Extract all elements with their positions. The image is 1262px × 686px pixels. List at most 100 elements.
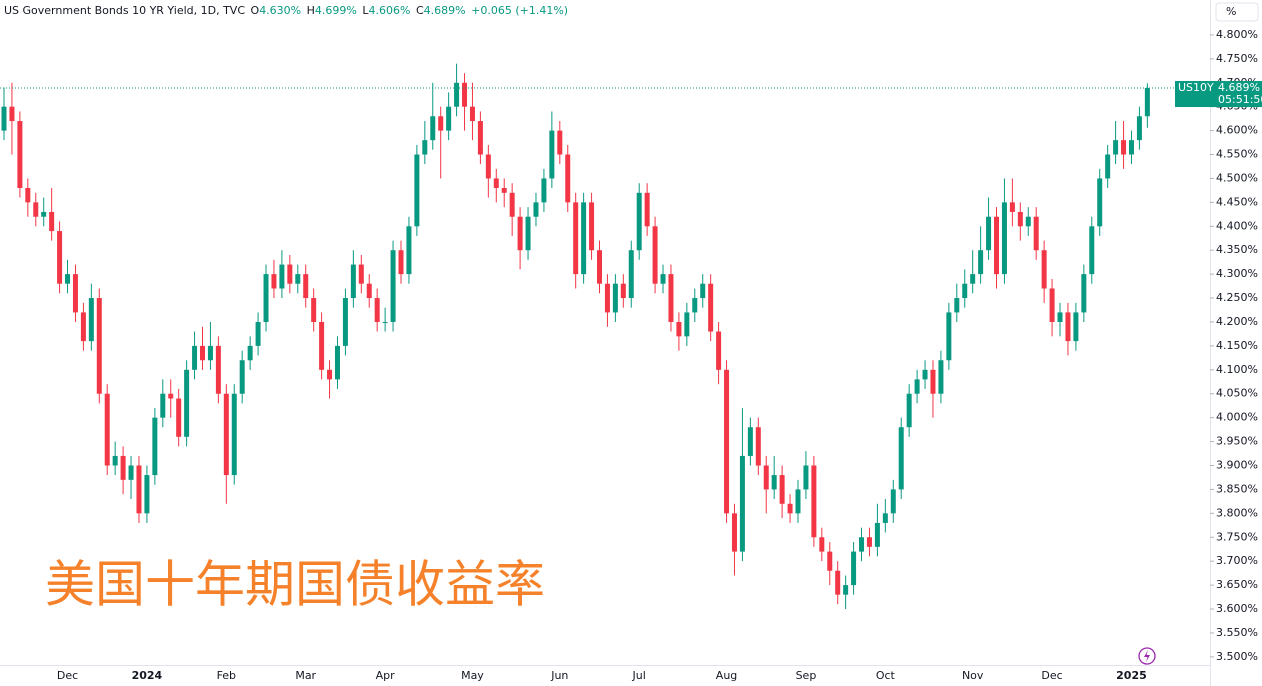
chart-header: US Government Bonds 10 YR Yield, 1D, TVC… — [4, 4, 568, 17]
candle-body — [469, 106, 475, 122]
candle-body — [692, 298, 698, 313]
candle-body — [334, 345, 340, 380]
candle-body — [168, 393, 174, 399]
candle-body — [604, 283, 610, 313]
candle-body — [406, 226, 412, 275]
x-tick-label: Mar — [295, 669, 316, 682]
candle-body — [438, 116, 444, 131]
x-tick-label: Dec — [1041, 669, 1062, 682]
candle-body — [620, 283, 626, 299]
high-value: 4.699% — [315, 4, 357, 17]
candle-body — [25, 188, 31, 203]
candle-body — [96, 298, 102, 394]
y-tick-label: 4.350% — [1216, 243, 1258, 256]
candle-body — [279, 264, 285, 289]
candle-body — [739, 455, 745, 552]
y-tick-label: 4.400% — [1216, 219, 1258, 232]
candle-body — [565, 154, 571, 203]
candle-body — [358, 264, 364, 284]
candle-body — [573, 202, 579, 275]
candle-body — [589, 202, 595, 251]
candle-body — [1097, 178, 1103, 227]
candle-body — [160, 393, 166, 418]
annotation: 美国十年期国债收益率 — [45, 556, 545, 614]
candle-body — [922, 369, 928, 380]
candle-body — [1121, 140, 1127, 155]
candle-body — [509, 192, 515, 217]
x-tick-label: Jun — [550, 669, 568, 682]
candle-body — [1065, 312, 1071, 342]
candle-body — [184, 369, 190, 437]
candle-body — [454, 82, 460, 107]
candle-body — [414, 154, 420, 227]
candle-body — [636, 192, 642, 251]
event-icon-bolt — [1144, 650, 1150, 662]
candle-body — [882, 513, 888, 523]
y-tick-label: 3.550% — [1216, 626, 1258, 639]
candle-body — [811, 465, 817, 538]
open-label: O — [251, 4, 260, 17]
candle-body — [533, 202, 539, 217]
x-tick-label: 2024 — [132, 669, 163, 682]
candle-body — [795, 489, 801, 514]
plot-area — [0, 63, 1210, 610]
candle-body — [17, 121, 23, 189]
y-tick-label: 3.900% — [1216, 459, 1258, 472]
candle-body — [1001, 202, 1007, 275]
x-tick-label: Aug — [716, 669, 737, 682]
candle-body — [914, 379, 920, 394]
candle-body — [255, 321, 261, 346]
candle-body — [787, 503, 793, 514]
candle-body — [477, 121, 483, 155]
candle-body — [374, 298, 380, 322]
candle-body — [398, 250, 404, 275]
candle-body — [1017, 211, 1023, 227]
candle-body — [215, 345, 221, 394]
y-tick-label: 4.450% — [1216, 195, 1258, 208]
candle-body — [930, 369, 936, 394]
candle-body — [319, 321, 325, 370]
candle-body — [1105, 154, 1111, 179]
y-tick-label: 4.750% — [1216, 52, 1258, 65]
candle-body — [493, 178, 499, 189]
candle-body — [1136, 116, 1142, 141]
x-tick-label: May — [461, 669, 484, 682]
candle-body — [525, 216, 531, 251]
low-label: L — [362, 4, 369, 17]
candle-body — [1073, 312, 1079, 342]
candle-body — [446, 106, 452, 131]
candle-body — [239, 360, 245, 394]
candle-body — [581, 202, 587, 275]
candle-body — [708, 283, 714, 332]
change-value: +0.065 (+1.41%) — [471, 4, 568, 17]
y-tick-label: 3.750% — [1216, 530, 1258, 543]
y-tick-label: 4.250% — [1216, 291, 1258, 304]
scale-unit[interactable]: % — [1226, 5, 1236, 18]
candle-body — [684, 312, 690, 337]
candle-body — [652, 226, 658, 284]
candle-body — [1144, 88, 1150, 117]
scale-unit-button[interactable] — [1215, 2, 1259, 22]
candle-body — [1081, 274, 1087, 313]
low-value: 4.606% — [369, 4, 411, 17]
candle-body — [517, 216, 523, 251]
candle-body — [970, 274, 976, 284]
candle-body — [342, 298, 348, 346]
y-tick-label: 4.050% — [1216, 387, 1258, 400]
y-tick-label: 4.200% — [1216, 315, 1258, 328]
y-tick-label: 4.800% — [1216, 28, 1258, 41]
candle-body — [382, 321, 388, 323]
candle-body — [57, 231, 63, 284]
candle-body — [104, 393, 110, 466]
candle-body — [9, 106, 15, 122]
candle-body — [676, 321, 682, 337]
candle-body — [303, 274, 309, 299]
candle-body — [422, 140, 428, 155]
y-tick-label: 4.600% — [1216, 124, 1258, 137]
y-tick-label: 4.150% — [1216, 339, 1258, 352]
y-tick-label: 4.550% — [1216, 148, 1258, 161]
x-tick-label: 2025 — [1116, 669, 1147, 682]
x-tick-label: Dec — [57, 669, 78, 682]
candle-body — [597, 250, 602, 284]
candle-body — [112, 455, 118, 466]
